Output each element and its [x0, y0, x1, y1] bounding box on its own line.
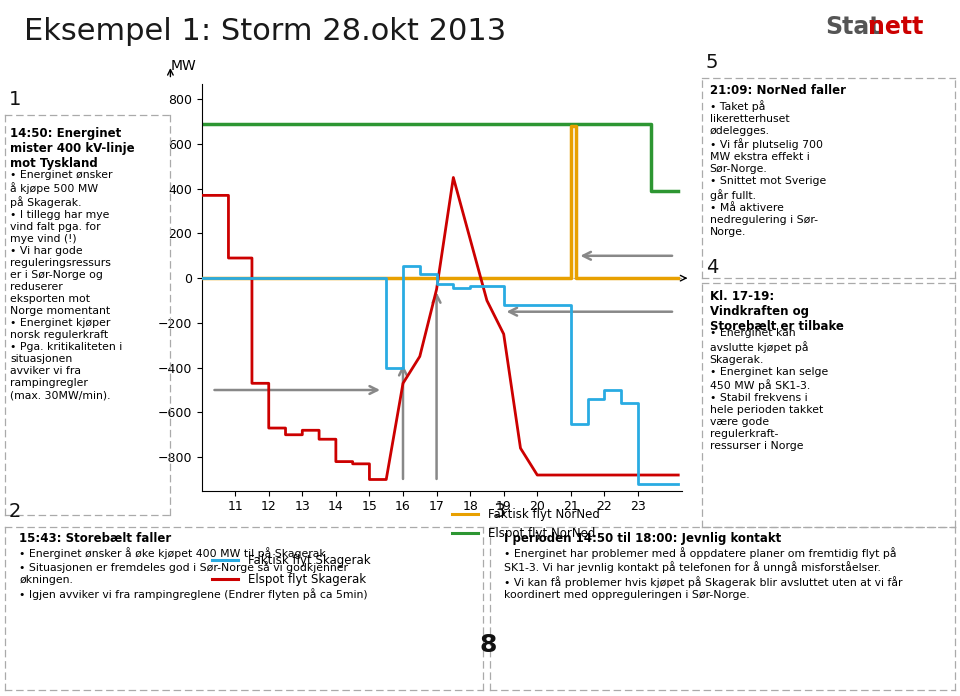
Text: I perioden 14:50 til 18:00: Jevnlig kontakt: I perioden 14:50 til 18:00: Jevnlig kont… [504, 532, 781, 545]
Legend: Faktisk flyt Skagerak, Elspot flyt Skagerak: Faktisk flyt Skagerak, Elspot flyt Skage… [207, 550, 375, 591]
Text: 2: 2 [9, 503, 21, 521]
Text: 15:43: Storebælt faller: 15:43: Storebælt faller [19, 532, 172, 545]
Text: nett: nett [868, 15, 924, 39]
Text: • Energinet kan
avslutte kjøpet på
Skagerak.
• Energinet kan selge
450 MW på SK1: • Energinet kan avslutte kjøpet på Skage… [709, 329, 828, 451]
Text: 1: 1 [9, 90, 21, 109]
Text: Kl. 17-19:
Vindkraften og
Storebælt er tilbake: Kl. 17-19: Vindkraften og Storebælt er t… [709, 290, 844, 333]
Text: 5: 5 [706, 54, 718, 72]
Text: 21:09: NorNed faller: 21:09: NorNed faller [709, 84, 846, 97]
Text: • Energinet ønsker
å kjøpe 500 MW
på Skagerak.
• I tillegg har mye
vind falt pga: • Energinet ønsker å kjøpe 500 MW på Ska… [10, 170, 122, 400]
Text: 4: 4 [706, 258, 718, 278]
Text: Stat: Stat [826, 15, 881, 39]
Text: • Energinet ønsker å øke kjøpet 400 MW til på Skagerak
• Situasjonen er fremdele: • Energinet ønsker å øke kjøpet 400 MW t… [19, 547, 368, 600]
Text: 3: 3 [493, 503, 506, 521]
Text: 8: 8 [479, 633, 496, 657]
Legend: Faktisk flyt NorNed, Elspot flyt NorNed: Faktisk flyt NorNed, Elspot flyt NorNed [447, 503, 604, 545]
Text: • Energinet har problemer med å oppdatere planer om fremtidig flyt på
SK1-3. Vi : • Energinet har problemer med å oppdater… [504, 547, 902, 600]
Text: 14:50: Energinet
mister 400 kV-linje
mot Tyskland: 14:50: Energinet mister 400 kV-linje mot… [10, 127, 134, 170]
Text: Eksempel 1: Storm 28.okt 2013: Eksempel 1: Storm 28.okt 2013 [24, 17, 506, 47]
Text: • Taket på
likeretterhuset
ødelegges.
• Vi får plutselig 700
MW ekstra effekt i
: • Taket på likeretterhuset ødelegges. • … [709, 100, 826, 237]
Text: MW: MW [171, 59, 196, 73]
